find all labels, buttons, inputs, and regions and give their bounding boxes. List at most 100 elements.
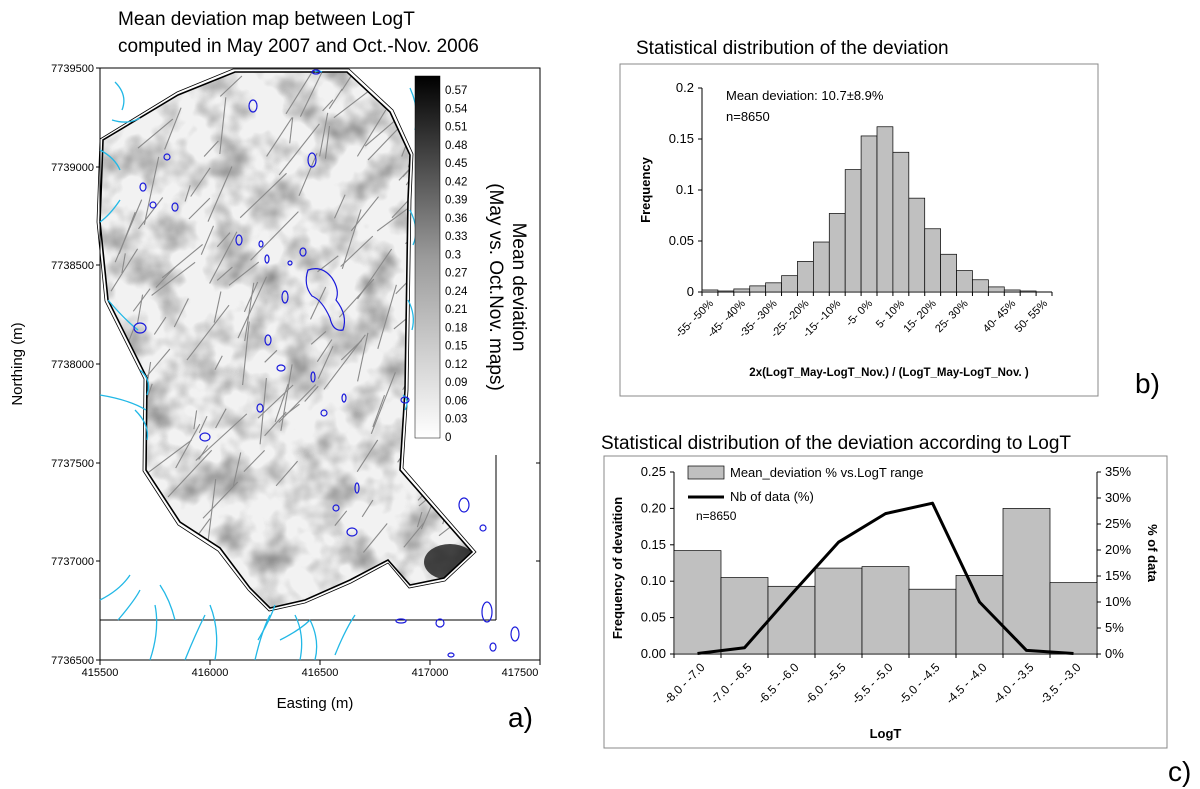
colorbar-tick-label: 0.12: [445, 359, 467, 371]
fault-line: [110, 248, 139, 292]
fault-line: [202, 481, 239, 519]
combo-right-tick-label: 15%: [1105, 568, 1131, 583]
combo-line-series: [697, 501, 1074, 655]
combo-annotation-n: n=8650: [696, 509, 737, 523]
histogram-bar: [1003, 289, 1021, 293]
map-x-ticks: 415500 416000 416500 417000 417500: [82, 660, 541, 679]
fault-line: [190, 167, 211, 197]
fault-line: [242, 321, 250, 386]
combo-x-tick-label: -8.0 - -7.0: [661, 660, 708, 707]
fault-line: [219, 97, 227, 155]
panel-c-combo-chart: Statistical distribution of the deviatio…: [601, 433, 1191, 787]
colorbar-tick-label: 0.42: [445, 176, 467, 188]
colorbar-tick-label: 0.24: [445, 286, 468, 298]
map-x-axis-label: Easting (m): [277, 695, 354, 712]
fault-line: [362, 523, 388, 553]
histogram-x-tick-label: 15- 20%: [901, 297, 939, 335]
fault-line: [105, 95, 121, 130]
fault-line: [418, 483, 446, 507]
histogram-x-tick-label: -5- 0%: [844, 297, 876, 329]
combo-right-tick-label: 10%: [1105, 594, 1131, 609]
combo-left-axis-label: Frequency of devaition: [610, 497, 625, 639]
combo-bar: [673, 550, 722, 655]
combo-right-tick-label: 0%: [1105, 646, 1124, 661]
histogram-bar: [749, 285, 766, 293]
combo-x-tick-label: -4.0 - -3.5: [990, 660, 1037, 707]
fault-line: [298, 153, 318, 197]
fault-line: [151, 261, 196, 296]
combo-right-tick-label: 30%: [1105, 490, 1131, 505]
histogram-title: Statistical distribution of the deviatio…: [636, 38, 949, 59]
fault-line: [228, 261, 260, 286]
combo-left-tick-label: 0.10: [641, 573, 666, 588]
map-title-line2: computed in May 2007 and Oct.-Nov. 2006: [118, 36, 479, 57]
fault-line: [278, 384, 317, 423]
combo-x-tick-label: -4.5 - -4.0: [943, 660, 990, 707]
combo-right-tick-label: 35%: [1105, 464, 1131, 479]
fault-line: [232, 452, 242, 486]
panel-a-map: Mean deviation map between LogT computed…: [9, 9, 541, 733]
fault-line: [403, 522, 425, 548]
fault-line: [416, 511, 423, 528]
fault-line: [284, 403, 300, 416]
colorbar-tick-label: 0.45: [445, 158, 467, 170]
fault-line: [316, 339, 333, 363]
fault-line: [341, 209, 362, 269]
fault-line: [128, 74, 148, 103]
histogram-bar: [876, 126, 894, 293]
combo-plot: 0.00 0.05 0.10 0.15 0.20 0.25 0% 5% 10% 15% 20% 25%…: [610, 464, 1160, 741]
fault-line: [137, 118, 174, 149]
fault-line: [299, 72, 325, 117]
fault-line: [438, 494, 472, 537]
fault-line: [209, 231, 238, 284]
colorbar-tick-label: 0.54: [445, 103, 468, 115]
y-tick-label: 7738500: [51, 260, 94, 272]
y-tick-label: 7737500: [51, 458, 94, 470]
histogram-x-tick-label: 25- 30%: [933, 297, 971, 335]
fault-line: [215, 408, 227, 429]
map-boundary-outer: [96, 68, 477, 612]
combo-bar: [814, 567, 863, 655]
combo-x-tick-label: -6.0 - -5.5: [802, 660, 849, 707]
histogram-annotation-n: n=8650: [726, 109, 770, 124]
fault-line: [198, 415, 208, 434]
fault-line: [356, 109, 387, 157]
histogram-plot: 00.050.10.150.2-55- -50%-45- -40%-35- -3…: [638, 80, 1053, 379]
fault-line: [136, 294, 144, 324]
colorbar-tick-label: 0.21: [445, 304, 467, 316]
fault-line: [167, 449, 213, 498]
histogram-bar: [908, 197, 926, 293]
fault-line: [244, 282, 255, 342]
map-y-axis-label: Northing (m): [9, 322, 26, 405]
fault-line: [123, 413, 129, 438]
fault-line: [275, 460, 299, 487]
colorbar-tick-label: 0.06: [445, 395, 467, 407]
histogram-bar: [988, 286, 1005, 293]
map-title-line1: Mean deviation map between LogT: [118, 9, 415, 30]
y-tick-label: 7738000: [51, 359, 94, 371]
y-tick-label: 7736500: [51, 655, 94, 667]
fault-line: [333, 194, 346, 219]
fault-line: [317, 345, 334, 379]
fault-line: [195, 413, 248, 461]
combo-left-tick-label: 0.25: [641, 464, 666, 479]
x-tick-label: 416000: [192, 667, 229, 679]
y-tick-label: 7739500: [51, 63, 94, 75]
colorbar-tick-label: 0.27: [445, 268, 467, 280]
legend-bar-label: Mean_deviation % vs.LogT range: [730, 465, 923, 480]
fault-line: [243, 450, 265, 472]
fault-line: [144, 77, 156, 104]
fault-line: [340, 235, 374, 267]
fault-line: [184, 185, 191, 202]
legend-bar-swatch: [687, 465, 725, 480]
histogram-bar: [717, 290, 735, 293]
fault-line: [372, 395, 386, 428]
combo-frame: [603, 455, 1168, 749]
combo-right-axis-label: % of data: [1145, 524, 1160, 583]
panel-letter-c: c): [1168, 756, 1191, 787]
fault-line: [319, 112, 329, 157]
histogram-frame: [619, 63, 1099, 397]
combo-bar: [1049, 582, 1098, 655]
fault-line: [264, 411, 287, 437]
histogram-y-tick-label: 0: [687, 284, 694, 299]
